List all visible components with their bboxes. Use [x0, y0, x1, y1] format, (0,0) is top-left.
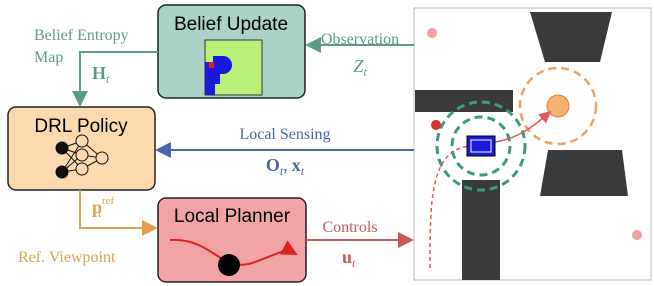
obstacle — [462, 180, 500, 280]
map-panel — [414, 8, 651, 280]
symbol-base: x — [292, 155, 301, 175]
viewpoint — [547, 95, 569, 117]
symbol-base: H — [92, 63, 106, 83]
observation-label: Observation — [321, 31, 399, 48]
controls-symbol: ut — [342, 247, 356, 270]
belief-entropy-line: Belief Entropy — [34, 27, 129, 44]
symbol-sup: ref — [102, 195, 115, 207]
drl-policy-title: DRL Policy — [34, 116, 128, 137]
symbol-base: O — [266, 155, 280, 175]
diagram: Belief Update DRL Policy Local Planner O… — [0, 0, 654, 286]
symbol-base: u — [342, 247, 352, 267]
belief-entropy-symbol: Ht — [92, 63, 110, 86]
obstacle-icon — [218, 254, 240, 276]
symbol-sub: t — [352, 256, 356, 270]
belief-entropy-line: Map — [34, 49, 63, 66]
local-planner-title: Local Planner — [174, 206, 291, 227]
local-sensing-symbols: Ot,xt — [266, 155, 305, 178]
symbol-sub: t — [106, 72, 110, 86]
symbol-sub: t — [363, 65, 367, 79]
obstacle — [540, 150, 628, 196]
map-robot — [209, 62, 214, 68]
obstacle — [415, 90, 513, 112]
separator: , — [283, 155, 288, 175]
symbol-sub: t — [301, 164, 305, 178]
controls-label: Controls — [322, 219, 377, 236]
local-sensing-label: Local Sensing — [239, 126, 330, 143]
belief-update-title: Belief Update — [174, 14, 288, 35]
observation-symbol: Zt — [353, 56, 367, 79]
ref-viewpoint-label: Ref. Viewpoint — [18, 249, 116, 266]
